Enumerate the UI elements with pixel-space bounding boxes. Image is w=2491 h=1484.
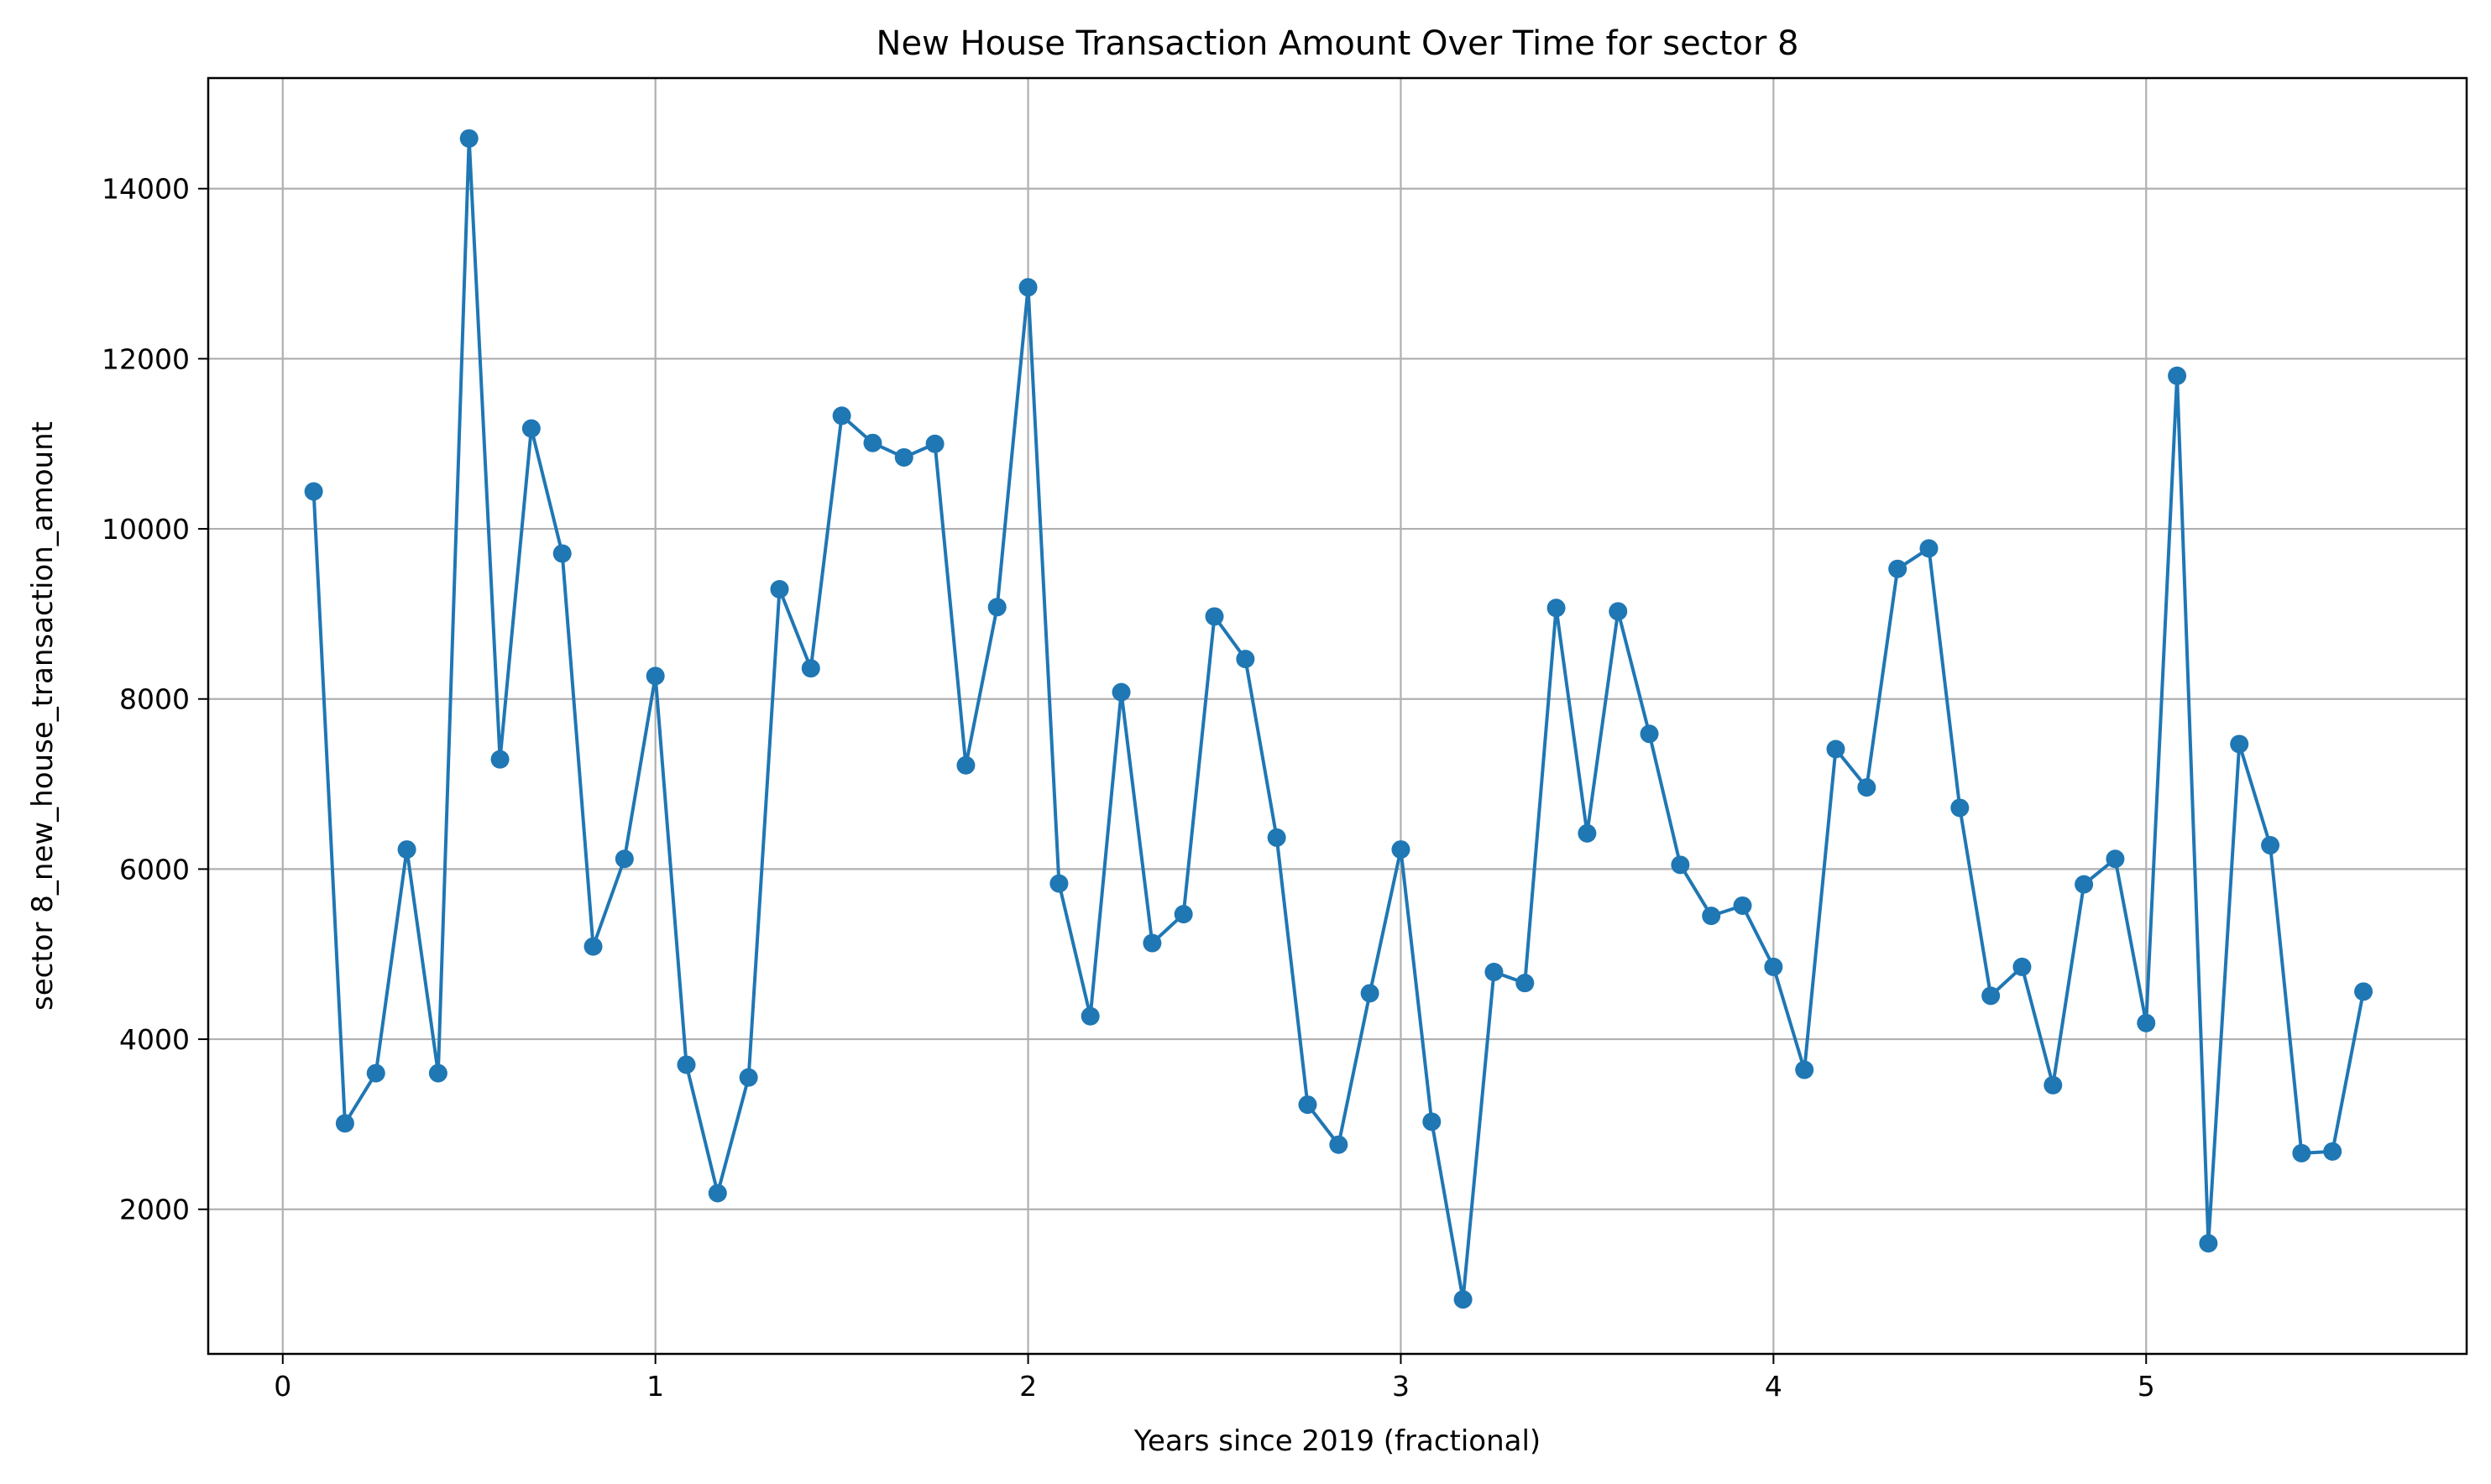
data-point bbox=[2292, 1143, 2311, 1163]
data-point bbox=[397, 840, 416, 860]
data-point bbox=[2137, 1013, 2156, 1032]
data-point bbox=[2354, 982, 2373, 1001]
data-point bbox=[956, 755, 976, 775]
x-axis-label: Years since 2019 (fractional) bbox=[1133, 1424, 1541, 1458]
data-point bbox=[1609, 602, 1628, 621]
data-point bbox=[1143, 933, 1162, 953]
y-tick-label: 12000 bbox=[102, 342, 190, 375]
data-point bbox=[925, 434, 945, 453]
data-point bbox=[1981, 986, 2001, 1006]
data-point bbox=[739, 1068, 758, 1087]
x-tick-label: 3 bbox=[1392, 1370, 1410, 1403]
data-point bbox=[1484, 963, 1504, 982]
axis-ticks: 0 1 2 3 4 5 2000 4000 6000 8000 10000 12000 14000 bbox=[102, 173, 2155, 1403]
data-point bbox=[1702, 907, 1721, 926]
data-point bbox=[894, 447, 913, 467]
data-point bbox=[2075, 875, 2094, 894]
series-layer bbox=[304, 128, 2373, 1309]
data-point bbox=[2044, 1075, 2063, 1095]
data-point bbox=[2323, 1142, 2342, 1161]
data-point bbox=[1174, 905, 1193, 924]
y-tick-label: 10000 bbox=[102, 513, 190, 546]
data-point bbox=[552, 544, 572, 563]
data-point bbox=[335, 1114, 354, 1133]
data-point bbox=[801, 659, 820, 678]
chart-title: New House Transaction Amount Over Time f… bbox=[877, 24, 1799, 63]
data-point bbox=[1112, 682, 1131, 702]
x-tick-label: 2 bbox=[1019, 1370, 1037, 1403]
data-point bbox=[1422, 1112, 1442, 1131]
data-point bbox=[1205, 607, 1224, 626]
x-tick-label: 1 bbox=[646, 1370, 664, 1403]
series-line bbox=[311, 136, 2366, 1302]
data-point bbox=[1578, 823, 1597, 843]
data-point bbox=[1671, 855, 1690, 875]
data-point bbox=[1764, 957, 1783, 976]
data-point bbox=[1888, 559, 1907, 578]
data-point bbox=[677, 1055, 696, 1074]
data-point bbox=[1640, 724, 1659, 744]
x-tick-label: 4 bbox=[1765, 1370, 1782, 1403]
data-point bbox=[1267, 828, 1286, 847]
y-tick-label: 8000 bbox=[119, 683, 190, 716]
data-point bbox=[2199, 1234, 2218, 1253]
data-point bbox=[1733, 896, 1752, 915]
data-point bbox=[2230, 734, 2249, 754]
data-point bbox=[987, 598, 1007, 617]
data-point bbox=[428, 1063, 447, 1083]
data-point bbox=[459, 128, 479, 148]
data-point bbox=[304, 482, 323, 501]
data-point bbox=[708, 1184, 727, 1203]
y-tick-label: 4000 bbox=[119, 1023, 190, 1056]
data-point bbox=[1329, 1135, 1348, 1154]
data-point bbox=[490, 750, 510, 769]
data-point bbox=[1546, 598, 1566, 618]
x-tick-label: 5 bbox=[2138, 1370, 2155, 1403]
data-point bbox=[1950, 798, 1970, 818]
data-point bbox=[2106, 849, 2125, 869]
data-point bbox=[1391, 840, 1410, 860]
grid-lines bbox=[208, 78, 2467, 1354]
data-point bbox=[1298, 1095, 1317, 1115]
data-point bbox=[2168, 366, 2187, 385]
data-point bbox=[1795, 1060, 1814, 1079]
y-axis-label: sector 8_new_house_transaction_amount bbox=[26, 421, 60, 1011]
plot-area-frame bbox=[207, 76, 2468, 1356]
data-point bbox=[615, 849, 634, 869]
y-tick-label: 2000 bbox=[119, 1194, 190, 1226]
data-point bbox=[521, 419, 541, 438]
data-point bbox=[1018, 278, 1038, 297]
data-point bbox=[832, 406, 851, 426]
data-point bbox=[366, 1063, 385, 1083]
y-tick-label: 14000 bbox=[102, 173, 190, 206]
data-point bbox=[1360, 984, 1379, 1003]
data-point bbox=[1857, 778, 1876, 797]
data-point bbox=[2261, 836, 2280, 855]
data-point bbox=[1453, 1290, 1473, 1309]
y-tick-label: 6000 bbox=[119, 853, 190, 886]
data-point bbox=[584, 937, 603, 956]
data-point bbox=[646, 666, 665, 686]
data-point bbox=[863, 433, 882, 452]
data-point bbox=[1919, 539, 1939, 558]
data-point bbox=[1515, 974, 1535, 993]
data-point bbox=[1236, 650, 1255, 669]
x-tick-label: 0 bbox=[274, 1370, 291, 1403]
data-point bbox=[2012, 957, 2032, 976]
data-point bbox=[1826, 739, 1845, 759]
data-point bbox=[770, 580, 789, 599]
data-point bbox=[1049, 874, 1069, 893]
data-point bbox=[1081, 1006, 1100, 1026]
